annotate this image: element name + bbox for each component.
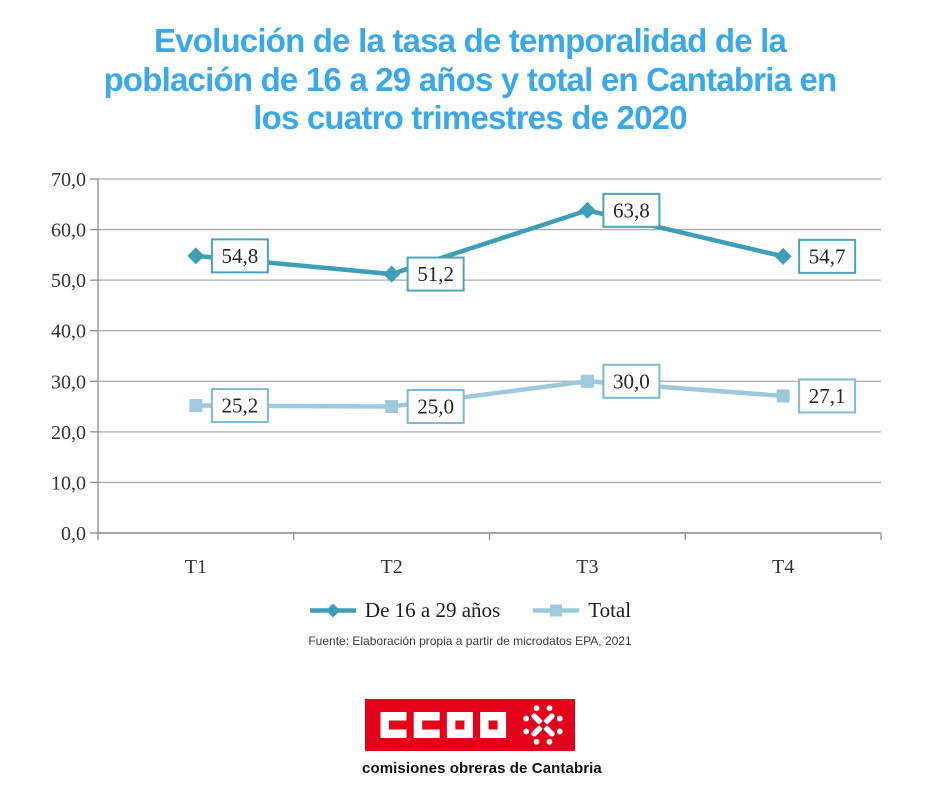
logo-letter-gap	[389, 720, 407, 730]
data-label: 25,0	[417, 395, 454, 419]
asterisk-dot	[546, 705, 553, 712]
y-tick-label: 70,0	[51, 169, 86, 191]
asterisk-arm	[531, 713, 543, 725]
legend-item-0: De 16 a 29 años	[309, 598, 500, 623]
data-point-diamond	[578, 201, 596, 219]
logo-tagline: comisiones obreras de Cantabria	[362, 760, 602, 777]
legend-item-1: Total	[532, 598, 631, 623]
y-tick-label: 50,0	[51, 270, 86, 292]
ccoo-logo: comisiones obreras de Cantabria	[362, 699, 602, 777]
data-point-square	[189, 399, 203, 413]
x-tick-label: T2	[381, 556, 403, 578]
data-label-box	[798, 238, 857, 274]
data-label-box	[602, 192, 661, 228]
y-tick-label: 60,0	[51, 220, 86, 242]
legend-marker	[550, 604, 563, 617]
data-label-box	[406, 256, 465, 292]
x-tick-label: T1	[185, 556, 207, 578]
asterisk-arm	[543, 713, 555, 725]
legend-label: De 16 a 29 años	[364, 598, 501, 622]
asterisk-dot	[546, 738, 553, 745]
data-label: 51,2	[417, 262, 454, 286]
data-label: 30,0	[613, 369, 650, 393]
ccoo-logo-mark	[365, 699, 575, 751]
logo-letter-gap	[422, 720, 441, 730]
chart-title: Evolución de la tasa de temporalidad de …	[0, 22, 940, 138]
data-label: 54,7	[809, 244, 846, 268]
y-tick-label: 40,0	[51, 321, 86, 343]
data-point-square	[385, 400, 399, 414]
y-tick-label: 30,0	[51, 371, 86, 393]
series-line	[193, 379, 786, 409]
x-tick-label: T3	[576, 556, 598, 578]
asterisk-dot	[533, 705, 540, 712]
data-label-box	[406, 389, 465, 425]
data-label: 25,2	[222, 394, 259, 418]
chart-svg: 0,0 10,0 20,0 30,0 40,0 50,0 60,0 70,0 T1 T2 T3 T4 5…	[51, 169, 882, 578]
x-tick-label: T4	[772, 556, 794, 578]
source-note: Fuente: Elaboración propia a partir de m…	[308, 634, 632, 648]
chart-legend: De 16 a 29 años Total	[0, 598, 940, 623]
data-point-diamond	[383, 265, 401, 283]
asterisk-arm	[543, 725, 555, 737]
data-label-box	[798, 378, 857, 414]
data-label: 54,8	[222, 244, 259, 268]
data-point-diamond	[774, 247, 792, 265]
logo-letter-hole	[455, 720, 465, 730]
asterisk-dot	[523, 728, 530, 735]
title-line-2: población de 16 a 29 años y total en Can…	[103, 60, 838, 98]
legend-diamond-marker-icon	[309, 603, 356, 618]
title-line-3: los cuatro trimestres de 2020	[253, 99, 687, 136]
data-point-square	[580, 374, 594, 388]
logo-letter-hole	[488, 720, 498, 730]
asterisk-dot	[556, 715, 563, 722]
data-label: 63,8	[613, 198, 650, 222]
asterisk-dot	[556, 728, 563, 735]
ccoo-asterisk-icon	[523, 705, 563, 745]
data-label-box	[602, 363, 661, 399]
data-label-box	[210, 388, 269, 424]
data-point-square	[776, 389, 790, 403]
legend-marker	[325, 603, 340, 618]
asterisk-dot	[523, 715, 530, 722]
legend-square-marker-icon	[533, 604, 580, 617]
y-tick-label: 10,0	[51, 472, 86, 494]
series-line	[193, 208, 786, 277]
y-tick-label: 20,0	[51, 422, 86, 444]
legend-label: Total	[588, 598, 632, 622]
data-label: 27,1	[809, 384, 846, 408]
data-label-box	[210, 238, 269, 274]
asterisk-arm	[531, 725, 543, 737]
asterisk-center-hole	[538, 720, 548, 730]
data-point-diamond	[187, 247, 205, 265]
y-tick-label: 0,0	[61, 523, 86, 545]
asterisk-dot	[533, 738, 540, 745]
title-line-1: Evolución de la tasa de temporalidad de …	[153, 22, 787, 59]
